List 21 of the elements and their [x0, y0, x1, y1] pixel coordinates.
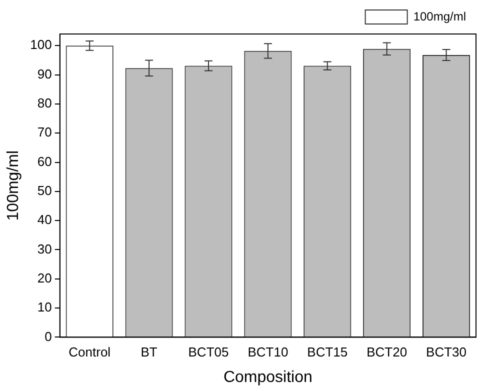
- x-axis-title: Composition: [223, 368, 312, 386]
- y-tick-label: 30: [37, 241, 52, 256]
- x-tick-label: BCT05: [188, 344, 229, 360]
- y-tick-label: 40: [37, 212, 52, 228]
- y-tick-label: 50: [37, 183, 52, 198]
- y-tick-label: 0: [44, 328, 52, 344]
- x-tick-label: Control: [68, 344, 111, 360]
- x-tick-label: BCT20: [366, 344, 408, 360]
- x-tick-label: BCT10: [248, 344, 288, 360]
- y-tick-label: 60: [37, 154, 52, 169]
- y-tick-label: 90: [37, 66, 52, 82]
- y-tick-label: 100: [30, 37, 52, 52]
- y-axis-title: 100mg/ml: [5, 150, 22, 221]
- x-tick-label: BCT15: [307, 344, 348, 360]
- y-tick-label: 70: [37, 124, 52, 140]
- x-tick-label: BT: [140, 344, 158, 360]
- x-tick-label: BCT30: [426, 344, 467, 360]
- legend-label: 100mg/ml: [413, 9, 466, 24]
- y-tick-label: 20: [37, 270, 52, 286]
- y-tick-label: 10: [37, 300, 52, 315]
- y-tick-label: 80: [37, 96, 52, 111]
